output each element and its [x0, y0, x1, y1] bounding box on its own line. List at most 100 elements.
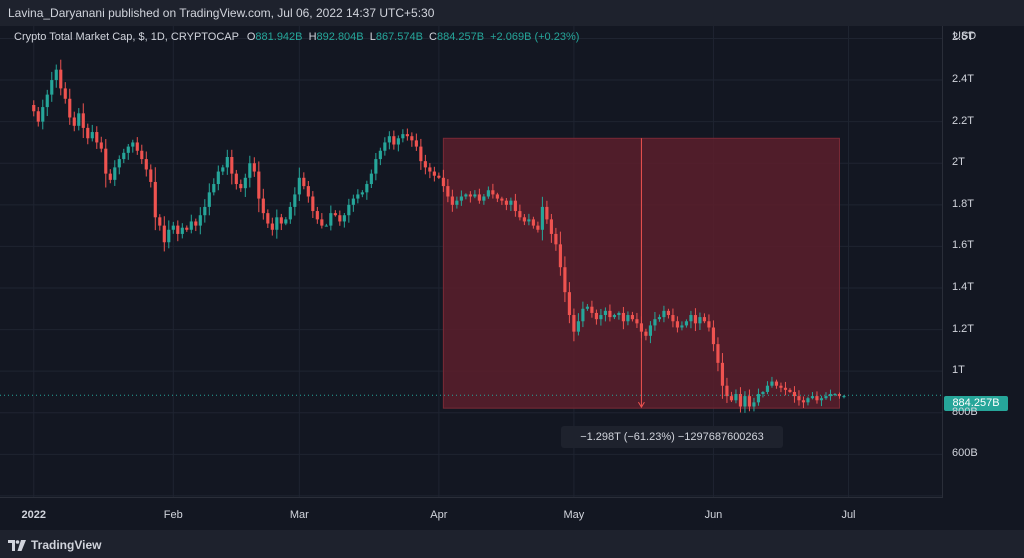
candle-body — [90, 132, 94, 139]
candle-body — [666, 310, 671, 316]
low-value: 867.574B — [375, 31, 423, 43]
price-tick-label: 2T — [952, 156, 965, 169]
candle-body — [239, 184, 243, 189]
candle-body — [707, 321, 711, 328]
candle-body — [531, 219, 535, 226]
price-tick-label: 1.4T — [952, 280, 975, 293]
candle-body — [185, 227, 189, 230]
candle-body — [144, 159, 148, 170]
candle-body — [842, 396, 846, 398]
candle-body — [761, 391, 765, 395]
candle-body — [432, 171, 436, 176]
candle-body — [176, 225, 180, 234]
time-tick-label: Jun — [704, 509, 723, 521]
change-value: +2.069B (+0.23%) — [490, 31, 580, 43]
candle-body — [288, 206, 292, 220]
candle-body — [576, 321, 580, 332]
candle-body — [572, 315, 576, 332]
candle-body — [302, 177, 306, 187]
high-label: H — [308, 31, 317, 43]
candle-body — [662, 310, 666, 318]
candle-body — [207, 192, 211, 207]
measure-result-label: −1.298T (−61.23%) −1297687600263 — [561, 426, 783, 448]
candle-body — [36, 111, 40, 122]
last-price-tag: 884.257B — [944, 396, 1008, 411]
chart-plot-area[interactable] — [0, 26, 943, 498]
tradingview-brand-text: TradingView — [31, 538, 102, 552]
candle-body — [711, 327, 716, 345]
candle-body — [63, 88, 67, 99]
candle-body — [648, 325, 652, 336]
candle-body — [810, 396, 815, 399]
price-chart[interactable] — [0, 26, 943, 498]
candle-body — [558, 244, 562, 268]
candle-body — [180, 227, 184, 234]
candle-body — [603, 310, 607, 316]
candle-body — [158, 217, 162, 226]
price-tick-label: 1.6T — [952, 239, 975, 252]
candle-body — [410, 136, 414, 141]
measure-arrow-head — [637, 401, 645, 409]
candle-body — [446, 186, 450, 197]
open-value: 881.942B — [255, 31, 303, 43]
candle-body — [396, 138, 400, 145]
candle-body — [765, 385, 770, 392]
candle-body — [671, 315, 675, 322]
candle-body — [626, 315, 630, 322]
candle-body — [68, 98, 72, 118]
candle-body — [54, 69, 58, 81]
candle-body — [491, 190, 495, 195]
candle-body — [567, 292, 571, 316]
candle-body — [743, 396, 747, 407]
candle-body — [279, 217, 283, 224]
time-tick-label: Apr — [430, 509, 448, 521]
candle-body — [225, 156, 229, 168]
candle-body — [468, 194, 472, 197]
candle-body — [171, 225, 175, 230]
candle-body — [783, 387, 788, 390]
candle-body — [504, 200, 508, 205]
candle-body — [275, 217, 279, 230]
candle-body — [270, 223, 274, 230]
candle-body — [554, 233, 558, 245]
candle-body — [221, 167, 225, 172]
candle-body — [347, 204, 351, 216]
tradingview-logo[interactable]: TradingView — [8, 538, 101, 552]
candle-body — [311, 196, 315, 212]
candle-body — [419, 146, 423, 162]
symbol-label: Crypto Total Market Cap, $, 1D, CRYPTOCA… — [14, 31, 239, 43]
candle-body — [189, 221, 193, 230]
candle-body — [266, 213, 270, 224]
candle-body — [747, 396, 752, 407]
candle-body — [131, 142, 135, 147]
candle-body — [806, 398, 810, 403]
candle-body — [549, 219, 553, 234]
candle-body — [149, 169, 153, 182]
close-label: C — [429, 31, 437, 43]
candle-body — [680, 325, 684, 328]
candle-body — [779, 385, 783, 388]
candle-body — [441, 177, 445, 187]
candle-body — [81, 113, 85, 128]
close-value: 884.257B — [436, 31, 485, 43]
candle-body — [617, 312, 621, 316]
high-value: 892.804B — [316, 31, 364, 43]
candle-body — [675, 321, 680, 328]
candle-body — [320, 219, 324, 226]
chart-legend: Crypto Total Market Cap, $, 1D, CRYPTOCA… — [14, 31, 579, 43]
currency-label[interactable]: USD — [953, 30, 977, 42]
time-tick-label: May — [563, 509, 585, 521]
candle-body — [293, 194, 297, 207]
time-tick-label: 2022 — [21, 509, 46, 521]
tradingview-logo-icon — [8, 539, 26, 551]
candle-body — [653, 319, 657, 326]
candle-body — [459, 196, 463, 201]
candle-body — [333, 213, 337, 216]
candle-body — [702, 317, 707, 322]
candle-body — [473, 194, 477, 197]
candle-body — [315, 211, 319, 220]
candle-body — [540, 206, 544, 230]
candle-body — [252, 163, 256, 172]
candle-body — [612, 315, 616, 318]
candle-body — [243, 177, 247, 189]
